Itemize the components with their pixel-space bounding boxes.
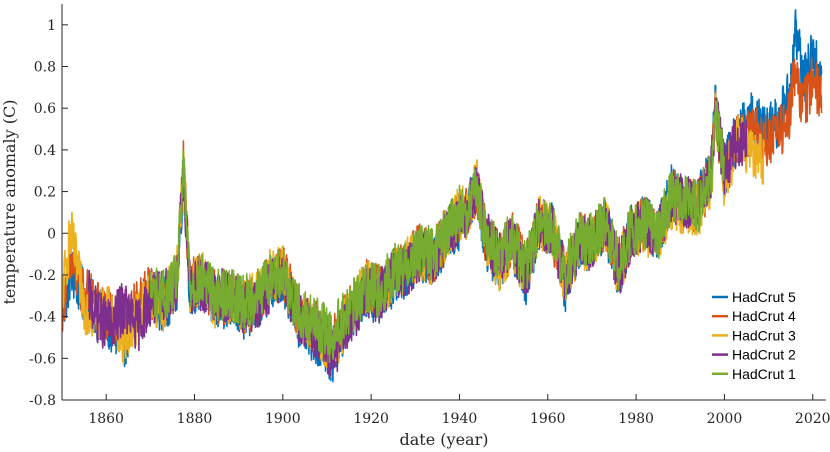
y-tick-label: -0.2 [29,268,56,284]
series-line-hadcrut-1 [149,100,726,364]
x-tick-label: 1880 [177,411,213,427]
legend-label: HadCrut 5 [732,289,796,305]
y-tick-label: 0.2 [34,185,56,201]
x-tick-label: 1980 [618,411,654,427]
x-axis-label: date (year) [400,430,489,449]
legend-label: HadCrut 3 [732,327,796,343]
y-tick-label: 1 [47,18,56,34]
x-tick-label: 2020 [795,411,830,427]
series-line-hadcrut-4 [62,57,823,369]
y-tick-label: -0.6 [29,351,56,367]
x-tick-label: 1900 [265,411,301,427]
plot-area [62,9,823,383]
x-tick-label: 1860 [88,411,124,427]
legend-label: HadCrut 4 [732,308,796,324]
legend: HadCrut 5 HadCrut 4 HadCrut 3 HadCrut 2 HadC… [712,289,796,382]
axes: 1860 1880 1900 1920 1940 1960 1980 2000 2020 -0.8… [29,4,830,427]
y-tick-label: -0.4 [29,310,56,326]
x-tick-label: 1940 [442,411,478,427]
y-tick-label: 0.8 [34,60,56,76]
legend-label: HadCrut 2 [732,347,796,363]
legend-label: HadCrut 1 [732,366,796,382]
y-tick-label: 0.6 [34,101,56,117]
y-tick-label: 0.4 [34,143,56,159]
x-tick-label: 1920 [353,411,389,427]
y-axis-label: temperature anomaly (C) [0,99,19,304]
x-tick-label: 2000 [707,411,743,427]
y-tick-label: -0.8 [29,393,56,409]
x-tick-label: 1960 [530,411,566,427]
y-tick-label: 0 [47,226,56,242]
